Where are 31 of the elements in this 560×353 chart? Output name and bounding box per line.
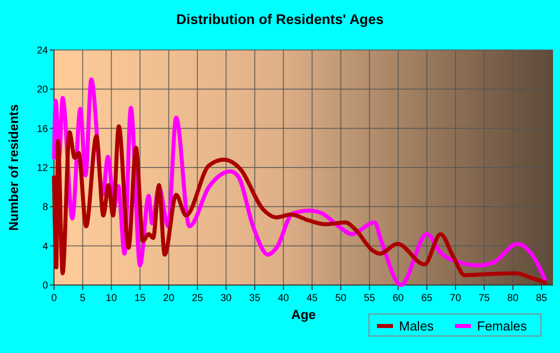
y-tick-label: 12 xyxy=(36,163,48,174)
x-tick-label: 30 xyxy=(220,293,232,304)
x-tick-label: 0 xyxy=(51,293,58,304)
y-tick-label: 24 xyxy=(36,46,48,56)
x-tick-label: 25 xyxy=(192,293,204,304)
x-tick-label: 45 xyxy=(306,293,318,304)
x-tick-label: 35 xyxy=(249,293,261,304)
line-series xyxy=(52,124,547,285)
legend-label: Males xyxy=(399,318,434,334)
y-axis-title: Number of residents xyxy=(6,104,21,231)
y-tick-label: 20 xyxy=(36,84,48,96)
y-tick-label: 8 xyxy=(42,202,48,214)
x-tick-label: 75 xyxy=(478,293,490,304)
x-tick-label: 70 xyxy=(450,293,462,304)
x-tick-label: 50 xyxy=(335,293,347,304)
x-tick-label: 85 xyxy=(536,293,548,304)
x-tick-label: 55 xyxy=(364,293,376,304)
x-tick-label: 60 xyxy=(392,293,404,304)
y-tick-label: 0 xyxy=(42,280,48,292)
x-tick-label: 20 xyxy=(163,293,175,304)
x-tick-label: 40 xyxy=(278,293,290,304)
chart-title: Distribution of Residents' Ages xyxy=(176,11,384,27)
x-tick-label: 65 xyxy=(421,293,433,304)
x-tick-label: 5 xyxy=(80,293,86,304)
x-tick-label: 15 xyxy=(134,293,146,304)
y-tick-label: 4 xyxy=(42,241,48,252)
legend-label: Females xyxy=(477,318,528,334)
x-tick-label: 80 xyxy=(507,293,519,304)
y-tick-label: 16 xyxy=(36,124,48,135)
x-tick-label: 10 xyxy=(106,293,118,304)
x-axis-title: Age xyxy=(291,307,316,322)
